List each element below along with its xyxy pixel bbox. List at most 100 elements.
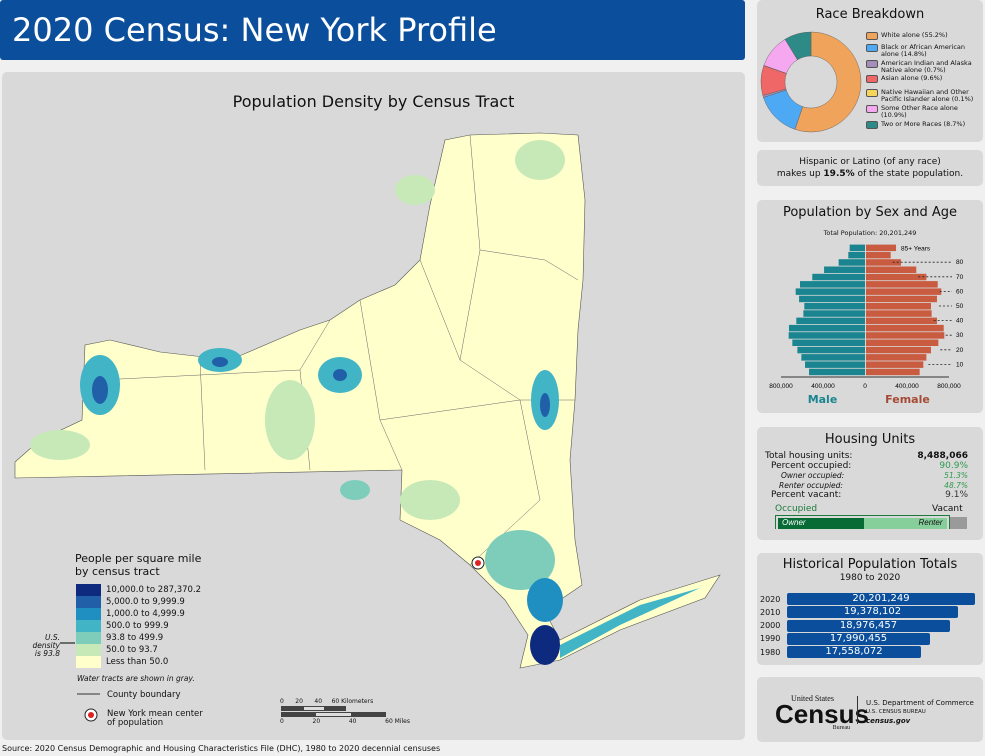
male-label: Male	[807, 393, 838, 406]
male-bar	[788, 324, 865, 332]
water-note: Water tracts are shown in gray.	[77, 674, 195, 683]
pyramid-title: Population by Sex and Age	[782, 205, 958, 220]
female-bar	[866, 346, 931, 354]
census-logo-panel	[757, 677, 983, 742]
age-label-85plus: 85+ Years	[901, 246, 931, 253]
occupied-label: Occupied	[775, 504, 818, 514]
male-bar	[792, 339, 865, 346]
legend-swatch	[76, 644, 101, 656]
race-label: White alone (55.2%)	[881, 31, 948, 39]
legend-swatch	[76, 584, 101, 596]
male-bar	[796, 317, 865, 325]
housing-row-value: 51.3%	[944, 471, 968, 480]
race-swatch	[866, 105, 878, 113]
housing-row-value: 8,488,066	[917, 451, 968, 461]
scale-km-labels: 0 20 40 60 Kilometers	[280, 698, 374, 705]
race-swatch	[866, 89, 878, 97]
race-legend-item: Two or More Races (8.7%)	[866, 121, 981, 129]
male-bar	[788, 332, 865, 339]
race-legend-item: Black or African American alone (14.8%)	[866, 44, 981, 58]
housing-row: Percent vacant: 9.1%	[765, 490, 968, 500]
legend-class: Less than 50.0	[76, 656, 168, 668]
legend-label: 500.0 to 999.9	[106, 621, 169, 631]
age-tick: 60	[956, 288, 964, 295]
historical-title: Historical Population Totals	[782, 557, 958, 572]
male-bar	[799, 295, 865, 303]
historical-year: 2010	[760, 607, 781, 617]
housing-row-value: 9.1%	[945, 490, 968, 500]
historical-bar: 19,378,102	[787, 606, 958, 619]
race-swatch	[866, 44, 878, 52]
hispanic-panel	[757, 150, 983, 186]
legend-swatch	[76, 608, 101, 620]
female-bar	[866, 310, 932, 317]
legend-class: 50.0 to 93.7	[76, 644, 158, 656]
race-label: Some Other Race alone (10.9%)	[881, 104, 958, 119]
historical-year: 1990	[760, 634, 781, 644]
historical-bar: 18,976,457	[787, 619, 950, 632]
legend-label: 93.8 to 499.9	[106, 633, 164, 643]
male-bar	[800, 281, 865, 288]
historical-bar: 17,990,455	[787, 632, 930, 645]
female-bar	[866, 259, 901, 266]
race-label: Black or African American alone (14.8%)	[881, 43, 966, 58]
legend-class: 500.0 to 999.9	[76, 620, 169, 632]
female-bar	[866, 273, 927, 281]
historical-year: 2020	[760, 594, 781, 604]
owner-segment: Owner	[778, 518, 865, 529]
historical-row: 2010 19,378,102	[760, 606, 958, 619]
legend-swatch	[76, 596, 101, 608]
legend-label: 10,000.0 to 287,370.2	[106, 585, 202, 595]
donut-slice	[763, 89, 803, 130]
housing-row-label: Total housing units:	[765, 451, 853, 461]
historical-bar: 20,201,249	[787, 593, 975, 605]
donut-slice	[784, 31, 812, 61]
housing-row-label: Renter occupied:	[779, 481, 843, 490]
race-legend-item: Some Other Race alone (10.9%)	[866, 105, 981, 119]
housing-row-label: Owner occupied:	[781, 471, 845, 480]
renter-segment: Renter	[864, 518, 947, 529]
female-bar	[866, 339, 939, 346]
dense-areas	[30, 140, 700, 665]
x-tick-label: 800,000	[769, 383, 793, 390]
x-tick-label: 800,000	[937, 383, 961, 390]
male-bar	[805, 361, 865, 368]
historical-subtitle: 1980 to 2020	[839, 573, 901, 583]
x-tick-label: 400,000	[811, 383, 835, 390]
county-boundary-label: County boundary	[107, 690, 181, 700]
map-title: Population Density by Census Tract	[232, 92, 515, 111]
race-label: Asian alone (9.6%)	[881, 74, 943, 82]
historical-bar: 17,558,072	[787, 646, 921, 659]
female-bar	[866, 244, 897, 252]
female-bar	[866, 324, 944, 332]
census-gov-link[interactable]: census.gov	[866, 717, 911, 725]
female-bar	[866, 332, 945, 339]
race-swatch	[866, 121, 878, 129]
male-bar	[809, 368, 865, 376]
male-bar	[838, 259, 865, 266]
age-tick: 30	[956, 332, 964, 339]
race-label: Two or More Races (8.7%)	[881, 120, 966, 128]
legend-class: 5,000.0 to 9,999.9	[76, 596, 185, 608]
female-label: Female	[885, 393, 930, 406]
male-bar	[804, 303, 865, 310]
age-tick: 80	[956, 259, 964, 266]
x-tick-label: 0	[863, 383, 867, 390]
census-logo: United States Census Bureau	[775, 694, 869, 732]
race-legend-item: White alone (55.2%)	[866, 32, 981, 40]
historical-row: 2000 18,976,457	[760, 619, 950, 632]
x-tick-label: 400,000	[895, 383, 919, 390]
female-bar	[866, 361, 924, 368]
page-title: 2020 Census: New York Profile	[12, 11, 497, 49]
vacant-label: Vacant	[932, 504, 963, 514]
female-bar	[866, 368, 920, 376]
legend-title: People per square mile by census tract	[75, 552, 202, 578]
historical-year: 1980	[760, 647, 781, 657]
historical-row: 1990 17,990,455	[760, 632, 930, 645]
vacant-segment	[949, 517, 967, 529]
female-bar	[866, 281, 938, 288]
housing-row: Percent occupied: 90.9%	[765, 461, 968, 471]
male-bar	[848, 251, 865, 259]
mean-center-label: New York mean center of population	[107, 709, 203, 728]
total-population: Total Population: 20,201,249	[823, 229, 917, 237]
